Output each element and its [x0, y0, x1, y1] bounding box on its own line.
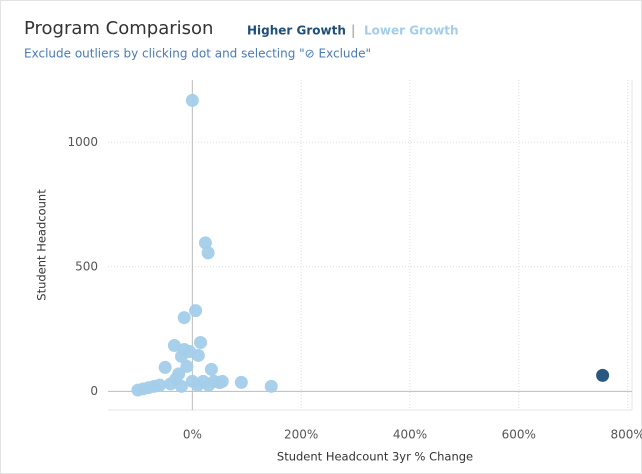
data-point [131, 383, 145, 397]
data-point [158, 360, 172, 374]
data-point [167, 338, 181, 352]
chart-subtitle: Exclude outliers by clicking dot and sel… [24, 47, 371, 61]
x-tick-label: 400% [393, 428, 427, 442]
data-point [185, 93, 199, 107]
x-axis-label: Student Headcount 3yr % Change [277, 450, 473, 464]
x-tick-label: 0% [183, 428, 202, 442]
data-point [213, 376, 227, 390]
data-point [153, 378, 167, 392]
y-tick-label: 0 [90, 384, 98, 398]
data-point [198, 236, 212, 250]
data-point [177, 311, 191, 325]
data-point [204, 362, 218, 376]
data-point [189, 304, 203, 318]
data-point [596, 368, 610, 382]
data-point [264, 379, 278, 393]
data-point [191, 378, 205, 392]
legend-entry[interactable]: Lower Growth [364, 24, 459, 38]
data-point [202, 378, 216, 392]
y-tick-label: 500 [75, 259, 98, 273]
legend-separator: | [351, 24, 355, 39]
data-point [194, 336, 208, 350]
legend-entry[interactable]: Higher Growth [247, 24, 346, 38]
y-tick-label: 1000 [67, 135, 98, 149]
data-point [164, 377, 178, 391]
x-tick-label: 200% [284, 428, 318, 442]
data-point [191, 348, 205, 362]
data-point [201, 246, 215, 260]
y-axis-label: Student Headcount [35, 189, 49, 301]
data-point [174, 349, 188, 363]
chart-title: Program Comparison [24, 18, 213, 39]
data-point [174, 379, 188, 393]
data-point [234, 375, 248, 389]
x-tick-label: 600% [502, 428, 536, 442]
x-tick-label: 800% [610, 428, 642, 442]
